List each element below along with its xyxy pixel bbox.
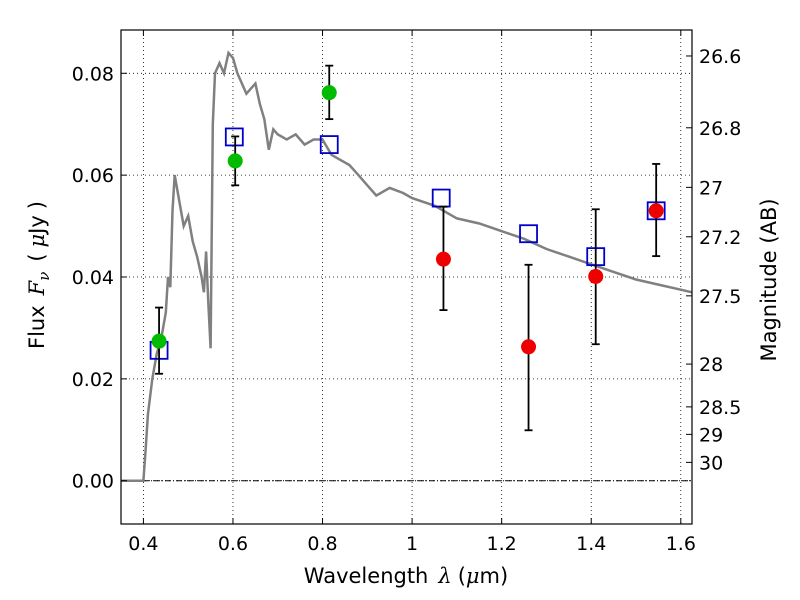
x-tick-label: 1.6 [666,533,696,555]
right-tick-label: 27 [699,177,723,199]
model-spectrum-line [121,50,693,482]
right-tick-label: 28.5 [699,397,741,419]
green-point [321,85,337,101]
right-tick-label: 27.2 [699,227,741,249]
green-observed-points [151,85,337,349]
x-tick-label: 0.4 [128,533,158,555]
right-tick-label: 30 [699,452,723,474]
red-point [588,268,604,284]
x-tick-label: 0.8 [307,533,337,555]
x-axis-label: Wavelength λ (μm) [304,564,508,588]
y-tick-label: 0.02 [72,369,114,391]
template-point [519,224,538,244]
y-axis-ticks: 0.00 0.02 0.04 0.06 0.08 [72,63,127,493]
red-point [435,251,451,267]
y-tick-label: 0.06 [72,165,114,187]
x-tick-label: 1 [406,533,418,555]
red-point [521,339,537,355]
y-axis-label: FluxFν(μJy) [25,201,53,349]
y-tick-label: 0.00 [72,471,114,493]
right-axis-ticks: 26.6 26.8 27 27.2 27.5 28 28.5 29 30 [686,46,741,474]
right-tick-label: 28 [699,354,723,376]
red-point [648,203,664,219]
x-tick-label: 0.6 [218,533,248,555]
green-point [227,153,243,169]
red-observed-points [435,203,664,355]
template-point [319,135,339,154]
x-tick-label: 1.2 [487,533,517,555]
green-point [151,333,167,349]
right-tick-label: 26.8 [699,118,741,140]
y-tick-label: 0.08 [72,63,114,85]
right-axis-label: Magnitude (AB) [757,198,781,361]
right-tick-label: 26.6 [699,46,741,68]
y-tick-label: 0.04 [72,267,114,289]
right-tick-label: 29 [699,424,723,446]
x-tick-label: 1.4 [576,533,606,555]
x-axis-ticks: 0.4 0.6 0.8 1 1.2 1.4 1.6 [128,30,696,555]
right-tick-label: 27.5 [699,286,741,308]
